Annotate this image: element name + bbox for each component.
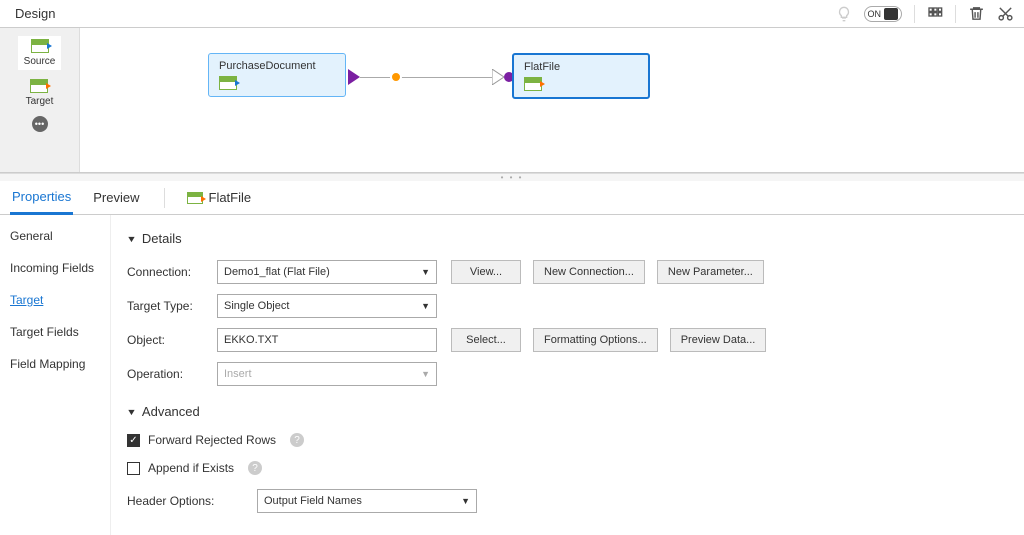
properties-panel: General Incoming Fields Target Target Fi… [0,215,1024,535]
formatting-options-button[interactable]: Formatting Options... [533,328,658,352]
trash-icon[interactable] [968,5,985,22]
palette-source[interactable]: Source [18,36,62,70]
splitter[interactable]: • • • [0,173,1024,181]
source-node-icon [219,76,237,90]
view-button[interactable]: View... [451,260,521,284]
details-section-header[interactable]: Details [127,231,1008,246]
cut-icon[interactable] [997,5,1014,22]
select-button[interactable]: Select... [451,328,521,352]
info-icon[interactable]: ? [290,433,304,447]
source-icon [31,39,49,53]
lightbulb-icon[interactable] [836,6,852,22]
header-options-select[interactable]: Output Field Names ▼ [257,489,477,513]
link-line-1 [360,77,496,78]
header-toolbar: ON [836,5,1015,23]
info-icon-2[interactable]: ? [248,461,262,475]
target-node[interactable]: FlatFile [512,53,650,99]
row-target-type: Target Type: Single Object ▼ [127,294,1008,318]
properties-sidenav: General Incoming Fields Target Target Fi… [0,215,110,535]
tab-object-icon [187,192,203,204]
sidenav-field-mapping[interactable]: Field Mapping [10,357,100,371]
row-forward-rejected: ✓ Forward Rejected Rows ? [127,433,1008,447]
new-parameter-button[interactable]: New Parameter... [657,260,764,284]
design-header: Design ON [0,0,1024,28]
target-form: Details Connection: Demo1_flat (Flat Fil… [110,215,1024,535]
palette-more-icon[interactable]: ••• [32,116,48,132]
transformation-palette: Source Target ••• [0,28,80,172]
sidenav-general[interactable]: General [10,229,100,243]
target-icon [30,79,48,93]
palette-target[interactable]: Target [20,76,60,110]
row-operation: Operation: Insert ▼ [127,362,1008,386]
tab-object-label: FlatFile [187,190,252,205]
page-title: Design [15,6,55,21]
row-connection: Connection: Demo1_flat (Flat File) ▼ Vie… [127,260,1008,284]
tab-preview[interactable]: Preview [91,182,141,213]
link-arrow-1 [348,69,360,85]
tab-properties[interactable]: Properties [10,181,73,215]
sidenav-target-fields[interactable]: Target Fields [10,325,100,339]
validation-toggle[interactable]: ON [864,6,903,22]
mapping-canvas[interactable]: PurchaseDocument FlatFile [80,28,1024,172]
operation-select[interactable]: Insert ▼ [217,362,437,386]
target-node-icon [524,77,542,91]
row-object: Object: EKKO.TXT Select... Formatting Op… [127,328,1008,352]
row-header-options: Header Options: Output Field Names ▼ [127,489,1008,513]
advanced-section-header[interactable]: Advanced [127,404,1008,419]
append-checkbox[interactable] [127,462,140,475]
target-type-select[interactable]: Single Object ▼ [217,294,437,318]
forward-rejected-checkbox[interactable]: ✓ [127,434,140,447]
panel-tabs: Properties Preview FlatFile [0,181,1024,215]
link-checkpoint[interactable] [390,71,402,83]
source-node[interactable]: PurchaseDocument [208,53,346,97]
connection-select[interactable]: Demo1_flat (Flat File) ▼ [217,260,437,284]
sidenav-target[interactable]: Target [10,293,100,307]
new-connection-button[interactable]: New Connection... [533,260,645,284]
grid-icon[interactable] [927,6,943,22]
preview-data-button[interactable]: Preview Data... [670,328,767,352]
sidenav-incoming-fields[interactable]: Incoming Fields [10,261,100,275]
row-append-if-exists: Append if Exists ? [127,461,1008,475]
object-input[interactable]: EKKO.TXT [217,328,437,352]
canvas-area: Source Target ••• PurchaseDocument FlatF… [0,28,1024,173]
